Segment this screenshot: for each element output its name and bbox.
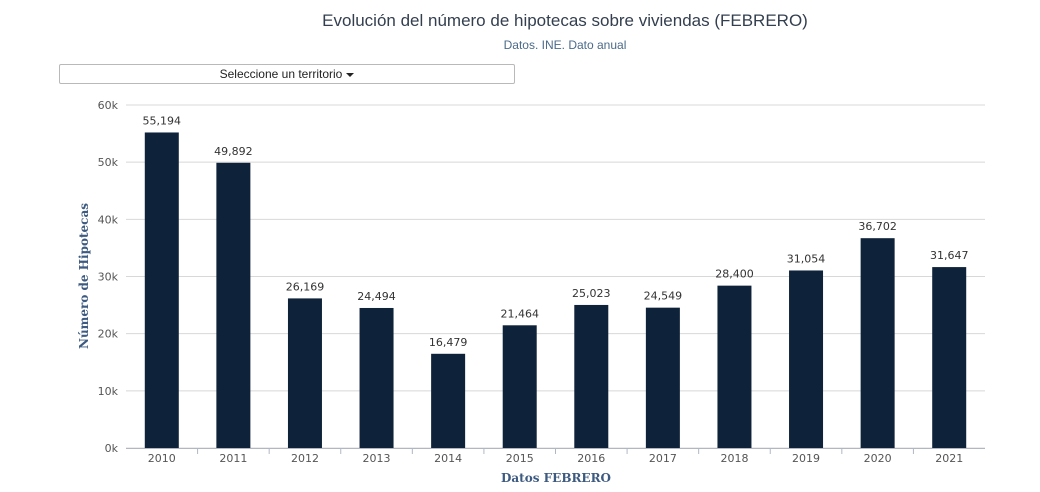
y-tick-label: 30k — [98, 271, 119, 284]
data-label-2013: 24,494 — [357, 290, 396, 303]
data-label-2012: 26,169 — [286, 280, 325, 293]
x-tick-label: 2015 — [506, 452, 534, 465]
territory-selector-label: Seleccione un territorio — [219, 67, 343, 81]
data-label-2015: 21,464 — [500, 307, 539, 320]
bar-2012[interactable] — [287, 298, 322, 448]
bar-2021[interactable] — [932, 267, 967, 448]
x-tick-label: 2019 — [792, 452, 820, 465]
x-tick-label: 2016 — [577, 452, 605, 465]
y-tick-label: 10k — [98, 385, 119, 398]
y-axis-ticks: 0k 10k 20k 30k 40k 50k 60k — [98, 99, 119, 455]
bar-2013[interactable] — [359, 307, 394, 448]
x-tick-label: 2011 — [219, 452, 247, 465]
x-tick-label: 2012 — [291, 452, 319, 465]
data-label-2014: 16,479 — [429, 336, 468, 349]
x-tick-label: 2017 — [649, 452, 677, 465]
data-label-2020: 36,702 — [858, 220, 897, 233]
bar-2020[interactable] — [860, 238, 895, 448]
y-tick-label: 20k — [98, 328, 119, 341]
bar-2019[interactable] — [789, 270, 824, 448]
x-tick-label: 2014 — [434, 452, 462, 465]
bar-2015[interactable] — [502, 325, 537, 448]
bar-2010[interactable] — [144, 132, 179, 448]
data-label-2016: 25,023 — [572, 287, 611, 300]
x-tick-label: 2021 — [935, 452, 963, 465]
territory-selector-button[interactable]: Seleccione un territorio — [59, 64, 515, 84]
y-tick-label: 60k — [98, 99, 119, 112]
x-tick-label: 2010 — [148, 452, 176, 465]
x-axis: 2010 2011 2012 2013 2014 2015 2016 2017 2018 2019… — [126, 448, 985, 465]
chart-title: Evolución del número de hipotecas sobre … — [322, 11, 808, 30]
x-axis-title: Datos FEBRERO — [501, 471, 611, 485]
y-tick-label: 0k — [105, 442, 119, 455]
data-label-2011: 49,892 — [214, 145, 253, 158]
chart-subtitle: Datos. INE. Dato anual — [503, 38, 627, 52]
bar-2014[interactable] — [431, 353, 466, 448]
caret-down-icon — [346, 73, 355, 77]
y-tick-label: 40k — [98, 213, 119, 226]
y-axis-title: Número de Hipotecas — [77, 203, 91, 349]
data-label-2018: 28,400 — [715, 268, 754, 281]
gridlines — [126, 104, 985, 449]
x-tick-label: 2018 — [720, 452, 748, 465]
bar-2017[interactable] — [645, 307, 680, 448]
bar-2016[interactable] — [574, 304, 609, 448]
data-label-2017: 24,549 — [644, 290, 683, 303]
y-tick-label: 50k — [98, 156, 119, 169]
bar-2011[interactable] — [216, 162, 251, 449]
bar-2018[interactable] — [717, 285, 752, 448]
data-labels: 55,194 49,892 26,169 24,494 16,479 21,464 25,0… — [143, 114, 969, 348]
data-label-2021: 31,647 — [930, 249, 969, 262]
x-tick-label: 2013 — [363, 452, 391, 465]
data-label-2019: 31,054 — [787, 252, 826, 265]
data-label-2010: 55,194 — [143, 114, 182, 127]
bars — [144, 132, 967, 449]
x-tick-label: 2020 — [864, 452, 892, 465]
